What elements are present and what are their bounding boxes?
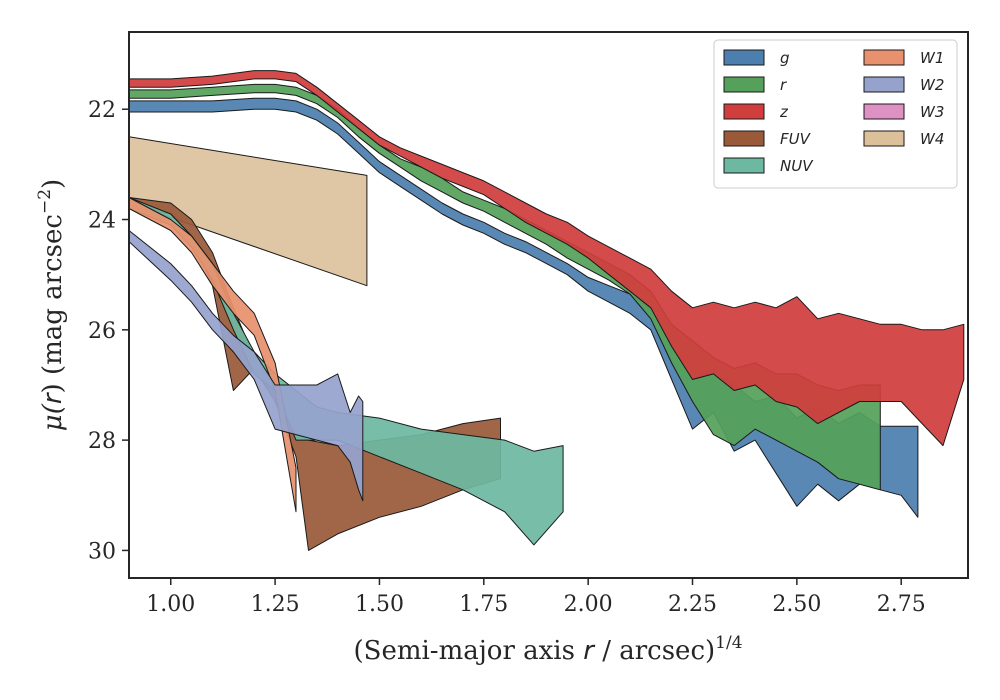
- legend-label-W3: W3: [920, 103, 944, 121]
- legend-swatch-g: [723, 49, 765, 66]
- legend-swatch-W3: [863, 103, 905, 120]
- y-axis-title-middle: ) (mag arcsec: [38, 214, 68, 393]
- x-axis-title: (Semi-major axis r / arcsec)1/4: [353, 633, 742, 666]
- legend-label-FUV: FUV: [780, 130, 812, 148]
- x-axis-title-rest: / arcsec): [594, 636, 715, 666]
- legend: grz FUV NUV W1 W2 W3 W4: [713, 39, 958, 189]
- y-tick-label: 26: [88, 319, 116, 344]
- legend-swatch-W2: [863, 76, 905, 93]
- x-tick-label: 1.50: [355, 592, 404, 617]
- legend-label-g: g: [780, 49, 790, 67]
- legend-swatch-W4: [863, 130, 905, 147]
- plot-frame: [128, 31, 969, 579]
- legend-swatch-r: [723, 76, 765, 93]
- x-tick-label: 2.75: [877, 592, 926, 617]
- legend-label-z: z: [779, 103, 789, 121]
- y-axis-title-exponent: −2: [35, 189, 55, 214]
- x-axis-title-variable: r: [583, 636, 596, 666]
- legend-swatch-NUV: [723, 157, 765, 174]
- y-axis-title: μ(r) (mag arcsec−2): [35, 179, 68, 431]
- plot-area: [129, 70, 965, 551]
- band-z: [129, 70, 965, 447]
- y-tick-label: 22: [88, 98, 116, 123]
- y-axis-title-suffix: ): [38, 179, 68, 189]
- y-axis: 22 24 26 28 30: [88, 98, 129, 564]
- x-tick-label: 1.75: [459, 592, 508, 617]
- y-tick-label: 28: [88, 429, 116, 454]
- y-tick-label: 30: [88, 539, 116, 564]
- y-axis-title-variable: r: [38, 391, 68, 404]
- x-tick-label: 1.25: [251, 592, 300, 617]
- band-W2: [129, 230, 364, 502]
- x-axis: 1.00 1.25 1.50 1.75 2.00 2.25 2.50 2.75: [146, 578, 926, 617]
- x-axis-title-exponent: 1/4: [715, 633, 742, 653]
- legend-swatch-W1: [863, 49, 905, 66]
- x-tick-label: 1.00: [146, 592, 195, 617]
- x-tick-label: 2.25: [668, 592, 717, 617]
- y-tick-label: 24: [88, 209, 116, 234]
- legend-label-W2: W2: [920, 76, 944, 94]
- legend-label-W1: W1: [920, 49, 944, 67]
- x-tick-label: 2.50: [772, 592, 821, 617]
- legend-swatch-FUV: [723, 130, 765, 147]
- band-W4: [129, 136, 368, 287]
- x-axis-title-main: (Semi-major axis: [353, 636, 583, 666]
- legend-label-NUV: NUV: [780, 157, 814, 175]
- band-W1: [129, 197, 297, 513]
- legend-label-W4: W4: [920, 130, 944, 148]
- legend-swatch-z: [723, 103, 765, 120]
- y-axis-title-prefix: μ(: [38, 403, 68, 431]
- legend-label-r: r: [780, 76, 787, 94]
- x-tick-label: 2.00: [564, 592, 613, 617]
